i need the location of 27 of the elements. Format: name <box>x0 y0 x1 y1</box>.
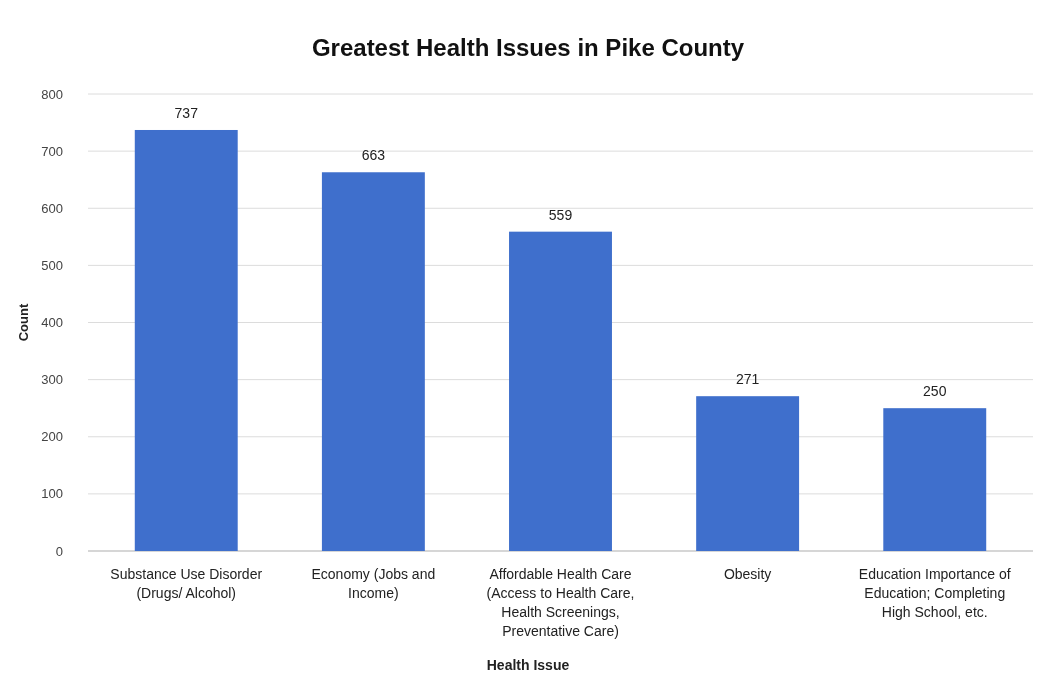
y-tick-label: 800 <box>41 86 63 102</box>
y-tick-label: 0 <box>55 543 63 559</box>
y-tick-label: 600 <box>41 200 63 216</box>
bar <box>321 172 425 551</box>
x-tick-label: Obesity <box>723 566 772 582</box>
x-axis-title: Health Issue <box>486 657 570 673</box>
y-tick-label: 700 <box>41 143 63 159</box>
y-tick-label: 500 <box>41 257 63 273</box>
data-label: 559 <box>548 206 573 223</box>
data-label: 271 <box>735 371 760 388</box>
y-axis-title: Count <box>16 303 31 342</box>
chart-title: Greatest Health Issues in Pike County <box>311 34 745 61</box>
y-tick-label: 100 <box>41 486 63 502</box>
bar <box>883 408 987 551</box>
bar <box>509 231 612 551</box>
y-tick-label: 300 <box>41 372 63 388</box>
y-tick-label: 400 <box>41 315 63 331</box>
x-tick-label: Substance Use Disorder (Drugs/ Alcohol) <box>110 566 263 601</box>
bar <box>696 396 800 551</box>
x-tick-label: Education Importance of Education; Completing High School, etc. <box>858 566 1011 620</box>
y-tick-label: 200 <box>41 429 63 445</box>
x-tick-label: Economy (Jobs and Income) <box>311 566 436 601</box>
bar <box>134 129 238 551</box>
x-tick-label: Affordable Health Care (Access to Health Care, Health Screenings, Preventative Care) <box>486 566 635 639</box>
data-label: 250 <box>923 383 947 400</box>
data-label: 663 <box>361 147 386 164</box>
data-label: 737 <box>174 104 199 121</box>
